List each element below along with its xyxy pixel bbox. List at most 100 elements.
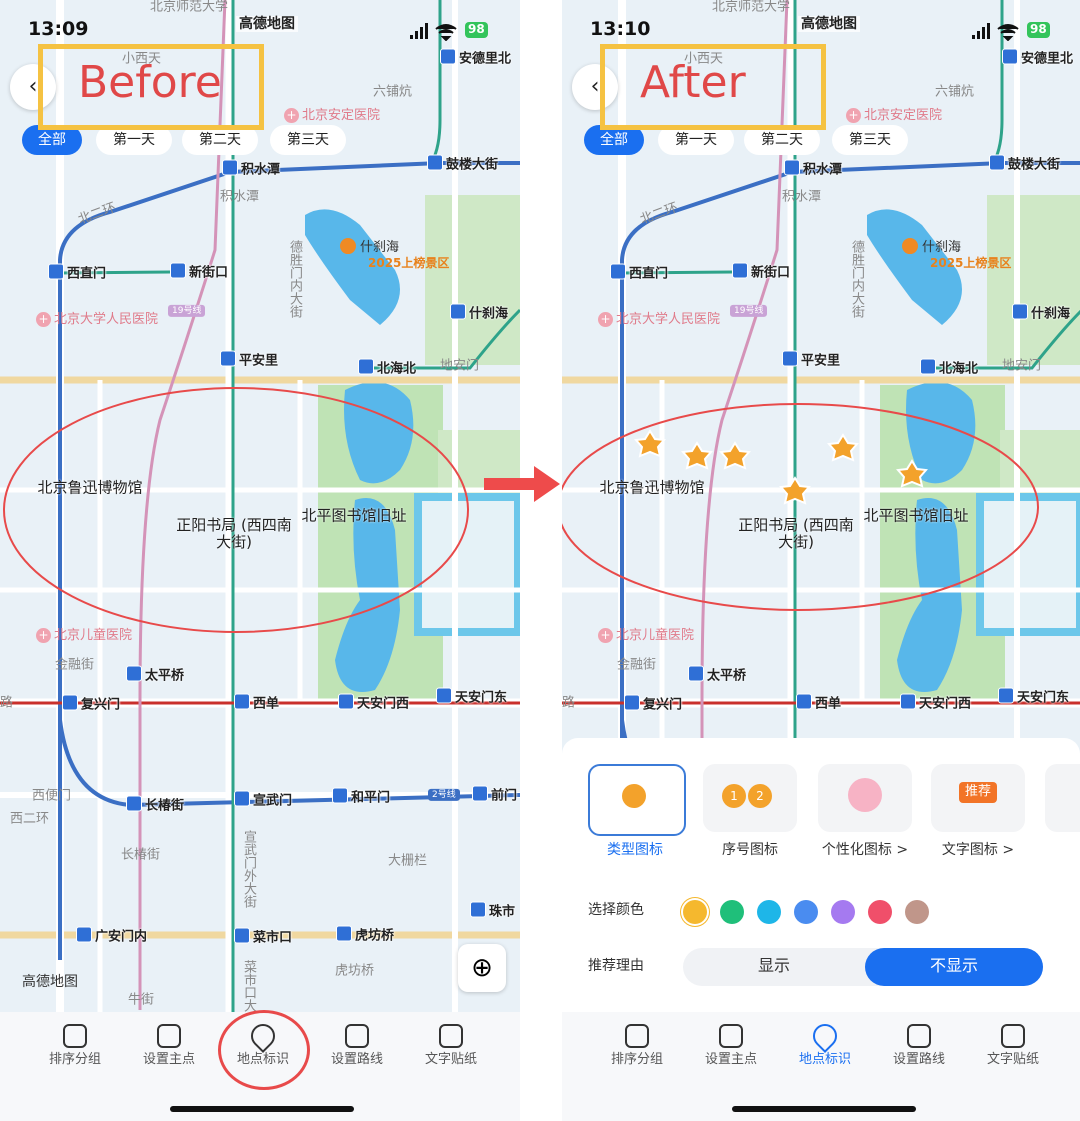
map-label: 新街口 (732, 263, 790, 282)
map-label: 六铺炕 (373, 84, 413, 100)
map-label: 牛街 (128, 992, 155, 1008)
map-label: 什刹海 (450, 304, 508, 323)
icon-type-label[interactable]: 序号图标 (722, 842, 778, 858)
map-label: 西便门 (32, 788, 72, 804)
day-tab[interactable]: 第三天 (270, 125, 346, 155)
color-swatch[interactable] (831, 900, 855, 924)
color-swatch[interactable] (794, 900, 818, 924)
map-label: 复兴门 (62, 695, 120, 714)
tool-label[interactable]: 地点标识 (798, 1052, 851, 1067)
tool-label[interactable]: 排序分组 (610, 1052, 663, 1067)
map-label: 北京儿童医院 (36, 628, 132, 644)
color-swatch[interactable] (757, 900, 781, 924)
locate-button[interactable]: ⊕ (458, 944, 506, 992)
icon-type-label[interactable]: 文字图标 > (941, 842, 1015, 858)
map-label: 天安门西 (338, 694, 409, 713)
moat (976, 493, 1080, 636)
day-tab[interactable]: 第二天 (182, 125, 258, 155)
tool-icon[interactable] (1001, 1024, 1025, 1048)
map-label: 小西天 (684, 51, 724, 67)
park (987, 195, 1080, 365)
day-tab[interactable]: 第一天 (658, 125, 734, 155)
icon-type-label[interactable]: 方 (1045, 842, 1080, 858)
map-label: 积水潭 (220, 189, 260, 205)
back-button[interactable]: ‹ (10, 64, 56, 110)
map-label: 新街口 (170, 263, 228, 282)
map-label: 北京大学人民医院 (36, 312, 158, 328)
annotation-text: After (640, 57, 746, 108)
map-label: 北京师范大学 (150, 0, 229, 15)
map-label: 西直门 (610, 264, 668, 283)
signal-bar (420, 27, 423, 39)
tool-icon[interactable] (157, 1024, 181, 1048)
map-label: 北京安定医院 (846, 108, 942, 124)
map-label: 和平门 (332, 788, 390, 807)
icon-card[interactable] (1045, 764, 1080, 832)
reason-toggle-on (865, 948, 1043, 986)
map-label: 珠市 (470, 902, 515, 921)
map-label: 北京鲁迅博物馆 (599, 478, 705, 497)
signal-bar (977, 31, 980, 39)
tool-label[interactable]: 设置主点 (142, 1052, 195, 1067)
map-label: 长椿街 (126, 796, 184, 815)
signal-bar (415, 31, 418, 39)
map-label: 菜市口大街 (240, 960, 256, 1025)
signal-bar (982, 27, 985, 39)
map-label: 北海北 (358, 359, 416, 378)
reason-option[interactable]: 显示 (757, 956, 790, 975)
status-icons (410, 23, 457, 41)
tool-icon[interactable] (345, 1024, 369, 1048)
map-label: 西单 (234, 694, 279, 713)
map-label: 天安门东 (436, 688, 507, 707)
map-label: 地安门 (1002, 358, 1042, 374)
tool-label[interactable]: 排序分组 (48, 1052, 101, 1067)
tool-icon[interactable] (439, 1024, 463, 1048)
map-label: 2025上榜景区 (368, 256, 450, 271)
lake (305, 209, 400, 325)
day-tab[interactable]: 第三天 (832, 125, 908, 155)
map-label: 金融街 (55, 657, 95, 673)
color-swatch[interactable] (683, 900, 707, 924)
map-brand: 高德地图 (236, 16, 298, 33)
home-indicator (732, 1106, 916, 1112)
tool-icon[interactable] (63, 1024, 87, 1048)
map-label: 北京安定医院 (284, 108, 380, 124)
icon-type-label[interactable]: 个性化图标 > (821, 842, 909, 858)
day-tab[interactable]: 全部 (22, 125, 82, 155)
tool-label[interactable]: 设置主点 (704, 1052, 757, 1067)
map-label: 北平图书馆旧址 (863, 506, 969, 525)
map-label: 19号线 (168, 304, 206, 318)
tool-label[interactable]: 文字贴纸 (424, 1052, 477, 1067)
day-tab[interactable]: 第一天 (96, 125, 172, 155)
color-swatch[interactable] (720, 900, 744, 924)
map-label: 德胜门内大街 (286, 240, 302, 318)
day-tab[interactable]: 第二天 (744, 125, 820, 155)
tool-label[interactable]: 文字贴纸 (986, 1052, 1039, 1067)
color-swatch[interactable] (868, 900, 892, 924)
tool-label[interactable]: 设置路线 (892, 1052, 945, 1067)
icon-type-label[interactable]: 类型图标 (607, 842, 663, 858)
map-label: 安德里北 (440, 49, 511, 68)
before-panel: 北京师范大学安德里北小西天六铺炕北京安定医院积水潭积水潭鼓楼大街北二环什刹海20… (0, 0, 520, 1121)
map-label: 广安门内 (76, 927, 147, 946)
back-button[interactable]: ‹ (572, 64, 618, 110)
map-label: 平安里 (220, 351, 278, 370)
signal-bar (410, 35, 413, 39)
day-tab[interactable]: 全部 (584, 125, 644, 155)
map-label: 地安门 (440, 358, 480, 374)
home-indicator (170, 1106, 354, 1112)
color-swatch[interactable] (905, 900, 929, 924)
map-label: 什刹海 (340, 238, 399, 256)
map-label: 金融街 (617, 657, 657, 673)
lake (867, 209, 962, 325)
reason-option[interactable]: 不显示 (929, 956, 978, 975)
tool-icon[interactable] (907, 1024, 931, 1048)
map-label: 太平桥 (688, 666, 746, 685)
tool-icon[interactable] (719, 1024, 743, 1048)
map-label: 小西天 (122, 51, 162, 67)
tool-label[interactable]: 设置路线 (330, 1052, 383, 1067)
map-label: 天安门东 (998, 688, 1069, 707)
seq-digit: 1 (722, 784, 746, 808)
tool-icon[interactable] (625, 1024, 649, 1048)
map-label: 北京儿童医院 (598, 628, 694, 644)
